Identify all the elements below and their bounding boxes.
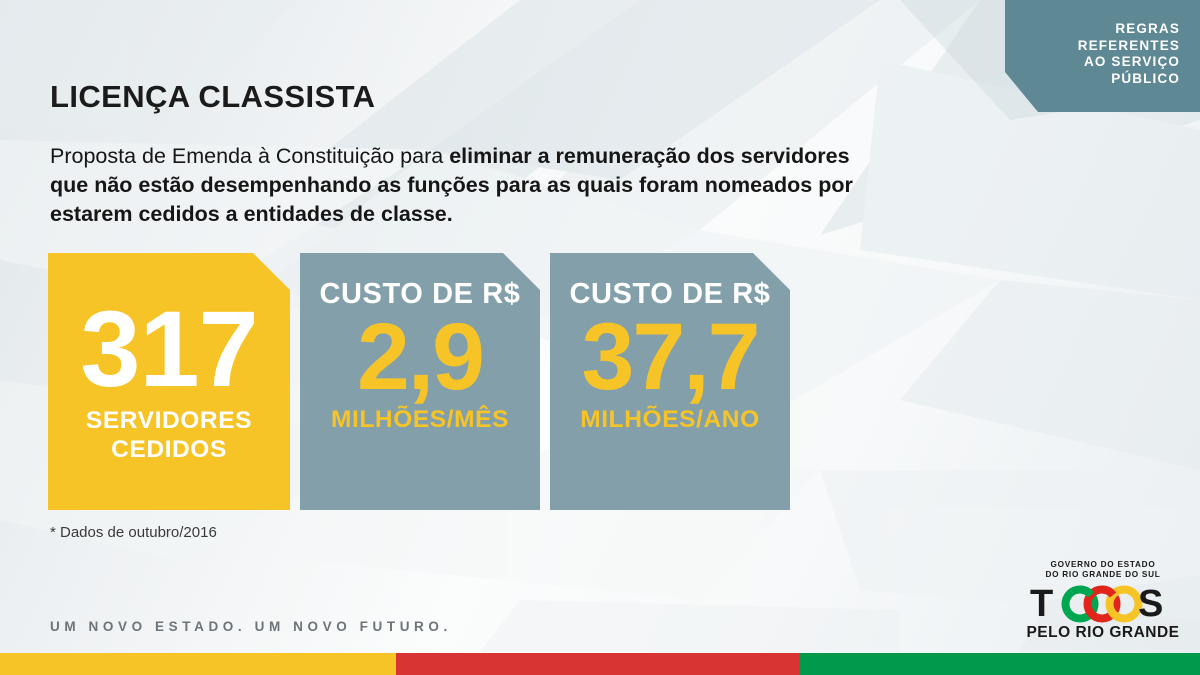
badge-line-4: PÚBLICO	[1111, 70, 1180, 86]
paragraph-bold-text: eliminar a remuneração dos servidores qu…	[50, 144, 853, 226]
stat-value-custo-mes: 2,9	[356, 304, 484, 410]
footnote-source: * Dados de outubro/2016	[50, 524, 217, 541]
stat-card-custo-ano: CUSTO DE R$ 37,7 MILHÕES/ANO	[550, 253, 790, 510]
logo-government-line1: GOVERNO DO ESTADO	[1050, 560, 1156, 569]
svg-text:T: T	[1030, 583, 1053, 623]
description-paragraph: Proposta de Emenda à Constituição para e…	[50, 142, 880, 229]
stat-toplabel-custo-ano: CUSTO DE R$	[569, 278, 771, 310]
stat-card-servidores: 317 SERVIDORES CEDIDOS	[48, 253, 290, 510]
colorbar-band-red	[396, 653, 800, 675]
stat-toplabel-custo-mes: CUSTO DE R$	[319, 278, 521, 310]
badge-line-3: AO SERVIÇO	[1083, 54, 1180, 69]
bottom-colorbar	[0, 653, 1200, 675]
stat-card-custo-mes: CUSTO DE R$ 2,9 MILHÕES/MÊS	[300, 253, 540, 510]
stat-label-custo-mes: MILHÕES/MÊS	[330, 406, 510, 434]
stat-value-custo-ano: 37,7	[581, 304, 759, 410]
stat-label-custo-ano: MILHÕES/ANO	[580, 406, 760, 434]
logo-government-line2: DO RIO GRANDE DO SUL	[1045, 570, 1161, 579]
logo-subtitle: PELO RIO GRANDE	[1026, 624, 1180, 641]
stat-label-servidores-line2: CEDIDOS	[111, 436, 227, 464]
stat-label-servidores-line1: SERVIDORES	[85, 407, 253, 435]
category-badge: REGRAS REFERENTES AO SERVIÇO PÚBLICO	[1005, 0, 1200, 112]
colorbar-band-green	[800, 653, 1200, 675]
logo-wordmark-todos-icon: T S	[1028, 583, 1178, 623]
government-logo: GOVERNO DO ESTADO DO RIO GRANDE DO SUL T…	[1018, 560, 1188, 642]
badge-line-1: REGRAS	[1115, 21, 1180, 36]
page-title: LICENÇA CLASSISTA	[50, 79, 376, 114]
stat-value-servidores: 317	[80, 287, 258, 409]
badge-line-2: REFERENTES	[1077, 37, 1180, 53]
campaign-tagline: UM NOVO ESTADO. UM NOVO FUTURO.	[50, 619, 452, 634]
svg-text:S: S	[1138, 583, 1163, 623]
stat-card-group: 317 SERVIDORES CEDIDOS CUSTO DE R$ 2,9 M…	[48, 253, 800, 510]
paragraph-normal-text: Proposta de Emenda à Constituição para	[50, 144, 450, 168]
colorbar-band-yellow	[0, 653, 396, 675]
